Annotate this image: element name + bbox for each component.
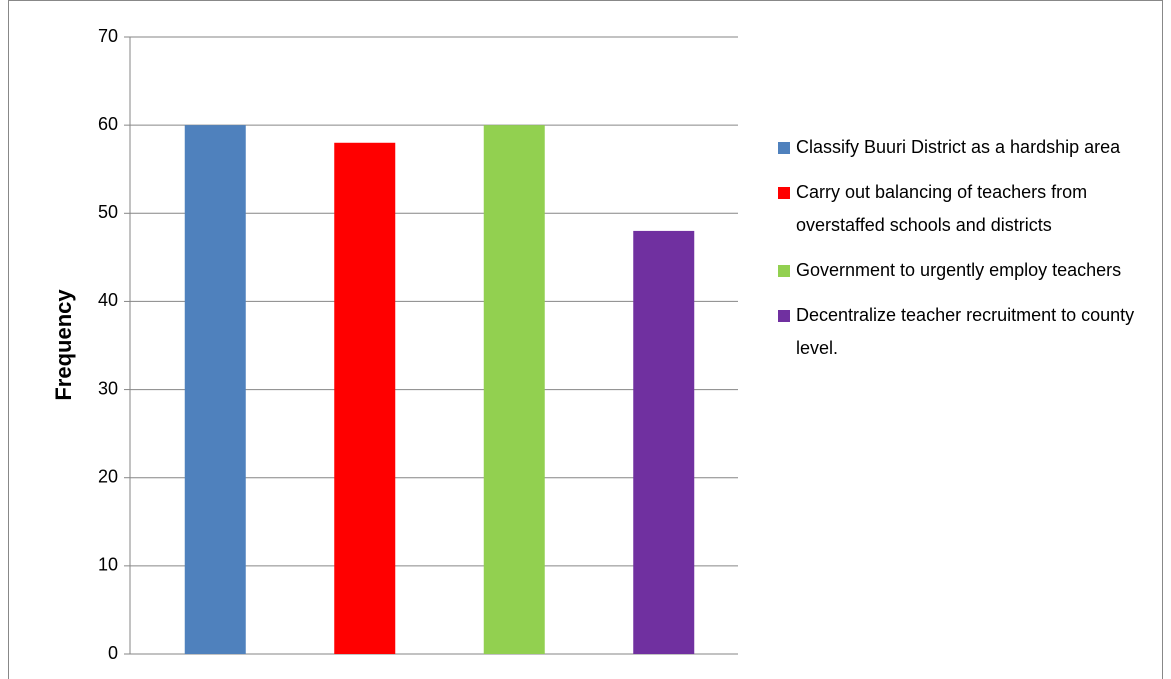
legend-entry: Classify Buuri District as a hardship ar… [778, 131, 1148, 164]
legend-label: Carry out balancing of teachers from ove… [796, 182, 1088, 235]
y-tick-label: 60 [98, 114, 118, 134]
chart-border [8, 0, 1163, 679]
y-tick-label: 50 [98, 202, 118, 222]
y-tick-label: 70 [98, 26, 118, 46]
legend: Classify Buuri District as a hardship ar… [778, 131, 1148, 377]
y-tick-label: 30 [98, 378, 118, 398]
legend-swatch [778, 265, 790, 277]
legend-entry: Government to urgently employ teachers [778, 254, 1148, 287]
legend-label: Government to urgently employ teachers [796, 260, 1122, 280]
legend-swatch [778, 142, 790, 154]
y-axis-label: Frequency [51, 289, 76, 401]
y-tick-label: 0 [108, 643, 118, 663]
y-tick-label: 40 [98, 290, 118, 310]
bar [483, 125, 545, 654]
legend-entry: Carry out balancing of teachers from ove… [778, 176, 1148, 242]
y-tick-label: 10 [98, 555, 118, 575]
bar [334, 142, 396, 654]
legend-entry: Decentralize teacher recruitment to coun… [778, 299, 1148, 365]
legend-swatch [778, 187, 790, 199]
y-tick-label: 20 [98, 466, 118, 486]
legend-swatch [778, 310, 790, 322]
legend-label: Decentralize teacher recruitment to coun… [796, 305, 1135, 358]
bar [184, 125, 246, 654]
bar [633, 230, 695, 654]
legend-label: Classify Buuri District as a hardship ar… [796, 137, 1121, 157]
